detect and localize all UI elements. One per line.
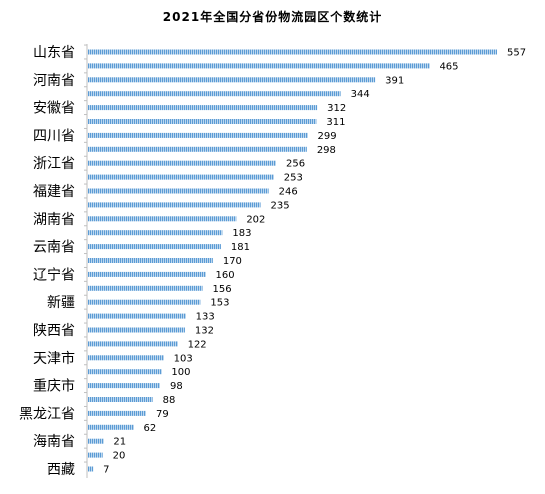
data-label: 256 [286, 159, 305, 170]
category-label: 海南省 [33, 434, 75, 450]
data-label: 183 [232, 228, 251, 239]
data-label: 235 [271, 200, 290, 211]
category-label: 黑龙江省 [19, 406, 75, 422]
bar [88, 105, 318, 111]
data-label: 100 [171, 367, 190, 378]
data-label: 7 [103, 465, 109, 476]
data-label: 160 [215, 270, 234, 281]
data-label: 298 [317, 145, 336, 156]
bar [88, 160, 276, 166]
bar [88, 299, 201, 305]
bar [88, 202, 261, 208]
bar [88, 424, 134, 430]
data-label: 312 [327, 103, 346, 114]
data-label: 465 [439, 61, 458, 72]
data-label: 79 [156, 409, 169, 420]
data-label: 344 [351, 89, 370, 100]
bar [88, 438, 104, 444]
bar [88, 174, 274, 180]
category-label: 湖南省 [33, 212, 75, 228]
category-label: 四川省 [33, 128, 75, 144]
category-label: 天津市 [33, 350, 75, 367]
bar [88, 327, 185, 333]
category-label: 辽宁省 [33, 266, 75, 283]
category-label: 云南省 [33, 240, 75, 256]
bar [88, 77, 376, 83]
bar [88, 271, 206, 277]
bar [88, 49, 497, 55]
data-label: 299 [318, 131, 337, 142]
data-label: 153 [210, 298, 229, 309]
category-label: 重庆市 [33, 378, 75, 395]
category-label: 福建省 [33, 184, 75, 200]
data-label: 133 [196, 312, 215, 323]
data-label: 202 [246, 214, 265, 225]
bar [88, 119, 317, 124]
data-label: 62 [144, 423, 157, 434]
data-label: 391 [385, 75, 404, 86]
bar [88, 383, 160, 389]
category-label: 浙江省 [33, 156, 75, 172]
bar [88, 258, 213, 263]
chart-title: 2021年全国分省份物流园区个数统计 [162, 10, 383, 24]
bar [88, 91, 341, 97]
bar [88, 397, 153, 402]
bar [88, 369, 162, 375]
category-label: 新疆 [47, 295, 75, 311]
data-label: 181 [231, 242, 250, 253]
bar [88, 452, 103, 458]
bar [88, 132, 308, 138]
category-label: 西藏 [47, 462, 75, 478]
bar [88, 341, 178, 347]
bar [88, 230, 223, 236]
bar [88, 146, 307, 152]
bar [88, 410, 147, 416]
bar [88, 466, 94, 472]
bar [88, 285, 203, 291]
bar [88, 244, 221, 250]
data-label: 122 [188, 339, 207, 350]
bar [88, 188, 269, 194]
data-label: 98 [170, 381, 183, 392]
data-label: 21 [113, 437, 126, 448]
data-label: 20 [113, 451, 126, 462]
bar [88, 355, 164, 361]
data-label: 103 [174, 353, 193, 364]
data-label: 253 [284, 173, 303, 184]
data-label: 156 [213, 284, 232, 295]
category-label: 安徽省 [33, 101, 75, 117]
data-label: 170 [223, 256, 242, 267]
bar [88, 216, 237, 222]
category-label: 河南省 [33, 73, 75, 89]
data-label: 88 [163, 395, 176, 406]
data-label: 557 [507, 48, 526, 59]
bar [88, 313, 186, 319]
data-label: 132 [195, 326, 214, 337]
data-label: 246 [279, 187, 298, 198]
bar [88, 63, 430, 69]
category-label: 陕西省 [33, 323, 75, 339]
category-label: 山东省 [33, 45, 75, 61]
data-label: 311 [326, 117, 345, 128]
